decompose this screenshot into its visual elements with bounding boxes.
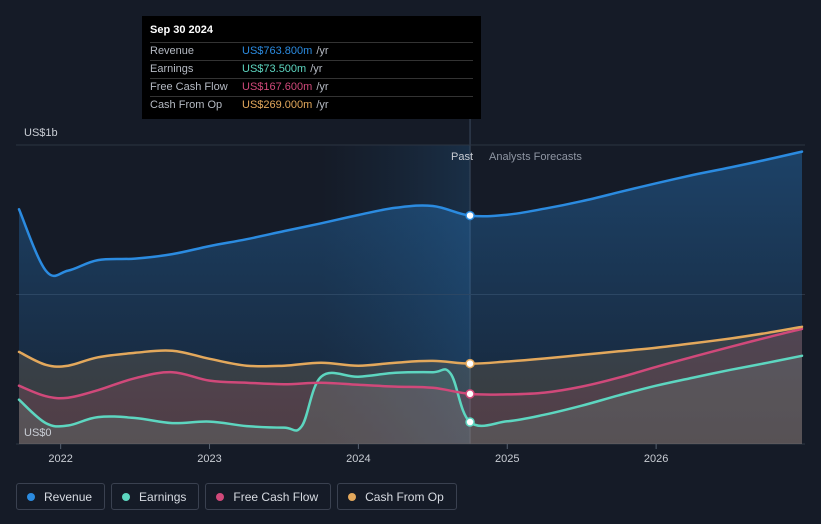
tooltip-row-value: US$167.600m xyxy=(242,81,313,93)
tooltip-row-unit: /yr xyxy=(310,63,323,75)
revenue-marker[interactable] xyxy=(465,210,475,221)
legend: Revenue Earnings Free Cash Flow Cash From O… xyxy=(16,483,457,510)
free-cash-flow-marker[interactable] xyxy=(465,389,475,399)
x-axis: 2022 2023 2024 2025 2026 xyxy=(48,444,668,465)
cash-from-op-marker[interactable] xyxy=(465,358,475,369)
tooltip-row-value: US$269.000m xyxy=(242,99,313,111)
revenue-line xyxy=(17,150,804,278)
x-tick-label: 2026 xyxy=(644,453,668,465)
tooltip-date: Sep 30 2024 xyxy=(150,24,473,43)
forecast-label: Analysts Forecasts xyxy=(489,151,582,163)
tooltip-row-unit: /yr xyxy=(316,81,329,93)
y-axis-top-label: US$1b xyxy=(24,127,58,139)
legend-item-revenue[interactable]: Revenue xyxy=(16,483,106,510)
x-tick-label: 2024 xyxy=(346,453,370,465)
x-tick-label: 2025 xyxy=(495,453,519,465)
legend-dot-icon xyxy=(348,492,357,501)
x-tick-label: 2022 xyxy=(48,453,72,465)
legend-label: Earnings xyxy=(139,489,187,504)
tooltip-row-unit: /yr xyxy=(316,99,329,111)
tooltip-row: Cash From Op US$269.000m/yr xyxy=(150,97,473,114)
legend-dot-icon xyxy=(216,492,225,501)
tooltip-row-value: US$763.800m xyxy=(242,45,313,57)
tooltip-row: Earnings US$73.500m/yr xyxy=(150,61,473,79)
tooltip-row-label: Cash From Op xyxy=(150,99,223,111)
revenue-area xyxy=(19,151,802,444)
past-label: Past xyxy=(451,151,473,163)
series-markers xyxy=(465,210,475,427)
free-cash-flow-area xyxy=(19,328,802,444)
free-cash-flow-line xyxy=(17,327,804,400)
tooltip: Sep 30 2024 Revenue US$763.800m/yr Earning… xyxy=(142,16,481,119)
tooltip-row-label: Free Cash Flow xyxy=(150,81,228,93)
earnings-line xyxy=(17,354,804,432)
cash-from-op-line xyxy=(17,325,804,368)
legend-item-earnings[interactable]: Earnings xyxy=(111,483,200,510)
legend-label: Free Cash Flow xyxy=(233,489,319,504)
legend-item-free-cash-flow[interactable]: Free Cash Flow xyxy=(205,483,332,510)
legend-label: Cash From Op xyxy=(365,489,444,504)
legend-dot-icon xyxy=(27,492,35,501)
tooltip-row-label: Earnings xyxy=(150,63,194,75)
series-lines xyxy=(17,150,804,432)
legend-label: Revenue xyxy=(44,489,93,504)
tooltip-row-unit: /yr xyxy=(316,45,329,57)
tooltip-row-value: US$73.500m xyxy=(242,63,307,75)
x-tick-label: 2023 xyxy=(197,453,221,465)
legend-dot-icon xyxy=(122,492,131,501)
tooltip-row-label: Revenue xyxy=(150,45,195,57)
cash-from-op-area xyxy=(19,326,802,444)
tooltip-row: Free Cash Flow US$167.600m/yr xyxy=(150,79,473,97)
y-axis-bottom-label: US$0 xyxy=(24,427,52,439)
earnings-marker[interactable] xyxy=(465,417,475,427)
tooltip-row: Revenue US$763.800m/yr xyxy=(150,43,473,61)
legend-item-cash-from-op[interactable]: Cash From Op xyxy=(337,483,457,510)
